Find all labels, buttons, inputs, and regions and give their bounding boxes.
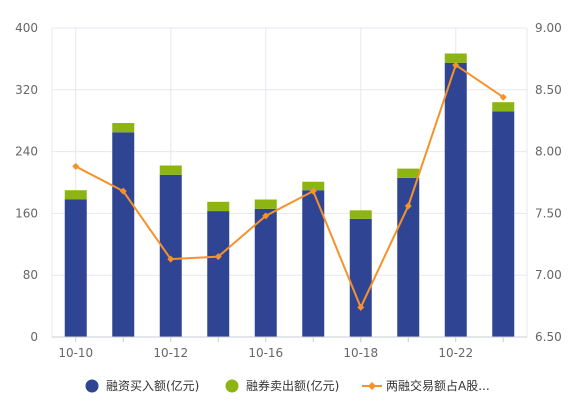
bar-short-sell	[492, 102, 515, 112]
ratio-point	[72, 162, 80, 170]
bar-financing-buy	[444, 62, 467, 337]
bar-short-sell	[302, 181, 325, 191]
bar-financing-buy	[64, 199, 87, 337]
x-tick-label: 10-16	[248, 346, 283, 360]
bar-financing-buy	[207, 211, 230, 337]
y-left-tick-label: 0	[30, 330, 38, 344]
y-left-tick-label: 160	[15, 206, 38, 220]
legend-diamond-icon[interactable]	[368, 382, 376, 390]
bar-short-sell	[159, 165, 182, 175]
legend-label[interactable]: 融券卖出额(亿元)	[246, 378, 339, 393]
y-right-tick-label: 7.50	[535, 206, 562, 220]
ratio-point	[452, 61, 460, 69]
y-right-tick-label: 7.00	[535, 268, 562, 282]
y-right-tick-label: 9.00	[535, 21, 562, 35]
y-left-tick-label: 80	[23, 268, 38, 282]
axes: 0 80 160 240 320 400 6.50 7.00 7.50 8.00 8.50 9.00 1…	[15, 21, 562, 360]
ratio-point	[357, 303, 365, 311]
x-tick-label: 10-12	[153, 346, 188, 360]
ratio-point	[499, 93, 507, 101]
bar-financing-buy	[254, 208, 277, 337]
y-right-tick-label: 6.50	[535, 330, 562, 344]
ratio-point	[119, 187, 127, 195]
ratio-point	[262, 212, 270, 220]
bar-short-sell	[254, 199, 277, 209]
x-tick-label: 10-10	[58, 346, 93, 360]
y-left-tick-label: 400	[15, 21, 38, 35]
bar-short-sell	[349, 210, 372, 219]
bar-short-sell	[64, 190, 87, 200]
bar-short-sell	[444, 53, 467, 63]
ratio-point	[309, 187, 317, 195]
y-left-tick-label: 240	[15, 145, 38, 159]
bar-short-sell	[112, 123, 135, 133]
y-left-tick-label: 320	[15, 83, 38, 97]
y-right-tick-label: 8.00	[535, 145, 562, 159]
legend-label[interactable]: 融资买入额(亿元)	[106, 378, 199, 393]
ratio-point	[404, 202, 412, 210]
legend-label[interactable]: 两融交易额占A股...	[386, 378, 490, 393]
legend: 融资买入额(亿元) 融券卖出额(亿元) 两融交易额占A股...	[85, 378, 490, 393]
x-tick-label: 10-18	[343, 346, 378, 360]
legend-buy-icon[interactable]	[85, 379, 99, 393]
bars	[64, 53, 515, 338]
bar-short-sell	[397, 168, 420, 178]
ratio-point	[214, 253, 222, 261]
bar-financing-buy	[397, 177, 420, 337]
bar-financing-buy	[112, 132, 135, 337]
bar-short-sell	[207, 201, 230, 212]
bar-financing-buy	[349, 218, 372, 337]
ratio-line	[72, 61, 507, 311]
bar-financing-buy	[492, 111, 515, 338]
bar-financing-buy	[302, 190, 325, 337]
x-tick-label: 10-22	[438, 346, 473, 360]
ratio-point	[167, 255, 175, 263]
y-right-tick-label: 8.50	[535, 83, 562, 97]
legend-sell-icon[interactable]	[225, 379, 239, 393]
ratio-series-line	[75, 63, 504, 310]
